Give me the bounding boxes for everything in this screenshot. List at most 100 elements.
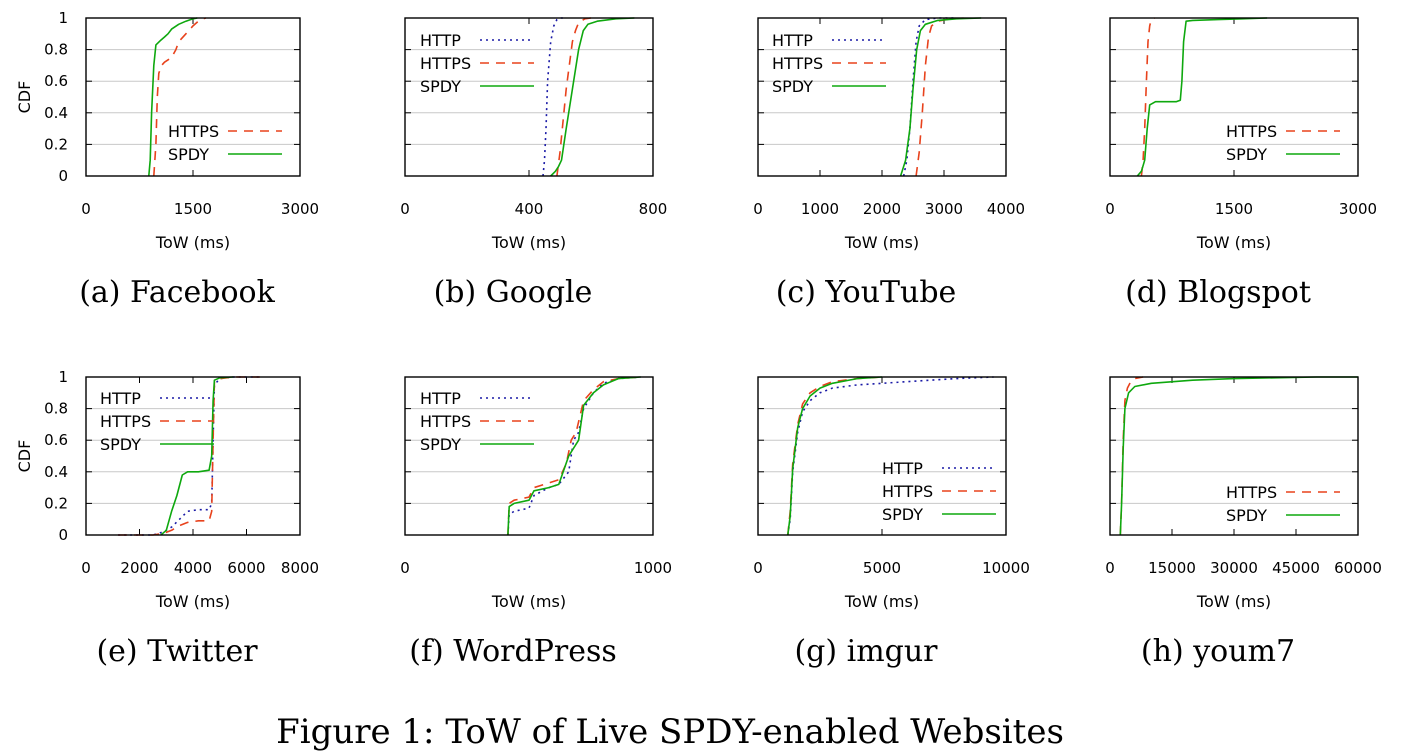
series-line-spdy [160,376,234,536]
x-axis-label: ToW (ms) [1196,592,1271,611]
series-line-http [507,376,641,536]
y-tick-label: 0 [58,526,68,544]
subfigure-caption: (f) WordPress [409,634,617,669]
x-tick-label: 0 [753,200,763,218]
legend-label-spdy: SPDY [100,435,141,454]
plot-frame [85,17,301,177]
x-tick-label: 1000 [801,200,839,218]
x-tick-label: 800 [639,200,668,218]
plot-frame [85,376,301,536]
subfigure-caption: (g) imgur [794,634,938,669]
x-tick-label: 4000 [987,200,1025,218]
chart-panel-1: 0 0.2 0.4 0.6 0.8 1 0 1500 3000 HTTPS SPDY ToW (ms)… [15,9,319,310]
x-axis-label: ToW (ms) [844,592,919,611]
plot-frame [757,17,1007,177]
legend-label-spdy: SPDY [420,77,461,96]
legend-label-https: HTTPS [420,412,471,431]
subfigure-caption: (b) Google [434,275,593,310]
series-line-spdy [148,17,198,177]
y-axis-label: CDF [15,81,34,114]
legend-label-https: HTTPS [100,412,151,431]
x-tick-label: 15000 [1148,559,1196,577]
legend-label-https: HTTPS [1226,483,1277,502]
series-line-https [915,17,969,177]
plot-frame [404,17,654,177]
series-line-https [153,17,207,177]
y-tick-label: 0.4 [44,104,68,122]
subfigure-caption: (e) Twitter [96,634,258,669]
chart-panel-3: 0 1000 2000 3000 4000 HTTP HTTPS SPDY ToW (ms) (c… [753,17,1025,310]
x-tick-label: 3000 [1339,200,1377,218]
legend-label-spdy: SPDY [168,145,209,164]
x-tick-label: 0 [1105,559,1115,577]
series-line-https [118,376,260,536]
legend-label-http: HTTP [882,459,923,478]
legend-label-https: HTTPS [1226,122,1277,141]
y-tick-label: 0.8 [44,400,68,418]
x-tick-label: 6000 [227,559,265,577]
series-line-spdy [507,376,641,536]
plot-frame [757,376,1007,536]
y-tick-label: 0.6 [44,431,68,449]
series-line-spdy [787,376,883,536]
x-tick-label: 0 [400,200,410,218]
x-tick-label: 2000 [120,559,158,577]
legend-label-http: HTTP [420,31,461,50]
x-tick-label: 60000 [1334,559,1382,577]
legend-label-spdy: SPDY [420,435,461,454]
legend-label-https: HTTPS [772,54,823,73]
x-axis-label: ToW (ms) [491,233,566,252]
series-line-spdy [1136,17,1268,177]
x-axis-label: ToW (ms) [491,592,566,611]
legend-label-https: HTTPS [420,54,471,73]
chart-panel-6: 0 1000 HTTP HTTPS SPDY ToW (ms) (f) WordPress [400,376,672,669]
legend-label-spdy: SPDY [882,505,923,524]
x-tick-label: 1000 [634,559,672,577]
y-tick-label: 0.2 [44,494,68,512]
y-tick-label: 0.4 [44,463,68,481]
legend-label-http: HTTP [772,31,813,50]
x-tick-label: 400 [515,200,544,218]
chart-panel-4: 0 1500 3000 HTTPS SPDY ToW (ms) (d) Blogspot [1105,17,1377,310]
x-tick-label: 10000 [982,559,1030,577]
x-tick-label: 1500 [174,200,212,218]
legend-label-http: HTTP [420,389,461,408]
series-line-https [787,376,883,536]
figure-caption: Figure 1: ToW of Live SPDY-enabled Websi… [276,712,1064,751]
subfigure-caption: (d) Blogspot [1125,275,1311,310]
y-tick-label: 0 [58,167,68,185]
legend-label-https: HTTPS [168,122,219,141]
x-tick-label: 8000 [281,559,319,577]
subfigure-caption: (h) youm7 [1141,634,1295,669]
x-tick-label: 3000 [925,200,963,218]
plot-frame [1109,376,1359,536]
y-tick-label: 0.2 [44,135,68,153]
series-line-https [556,17,592,177]
chart-panel-8: 0 15000 30000 45000 60000 HTTPS SPDY ToW (ms) (h… [1105,376,1382,669]
x-tick-label: 0 [400,559,410,577]
plot-frame [404,376,654,536]
plot-frame [1109,17,1359,177]
series-line-spdy [899,17,982,177]
x-tick-label: 4000 [174,559,212,577]
x-tick-label: 2000 [863,200,901,218]
x-tick-label: 0 [81,200,91,218]
y-tick-label: 0.6 [44,72,68,90]
chart-panel-5: 0 0.2 0.4 0.6 0.8 1 0 2000 4000 6000 8000 HTTP HTTPS… [15,368,319,669]
y-tick-label: 1 [58,9,68,27]
x-tick-label: 3000 [281,200,319,218]
subfigure-caption: (a) Facebook [79,275,275,310]
x-axis-label: ToW (ms) [844,233,919,252]
x-tick-label: 0 [753,559,763,577]
subfigure-caption: (c) YouTube [776,275,957,310]
series-line-https [507,376,641,536]
legend-label-spdy: SPDY [772,77,813,96]
chart-panel-2: 0 400 800 HTTP HTTPS SPDY ToW (ms) (b) Google [400,17,668,310]
x-tick-label: 0 [1105,200,1115,218]
legend-label-spdy: SPDY [1226,506,1267,525]
series-line-spdy [550,17,635,177]
x-axis-label: ToW (ms) [155,233,230,252]
x-tick-label: 5000 [863,559,901,577]
y-tick-label: 1 [58,368,68,386]
y-tick-label: 0.8 [44,41,68,59]
